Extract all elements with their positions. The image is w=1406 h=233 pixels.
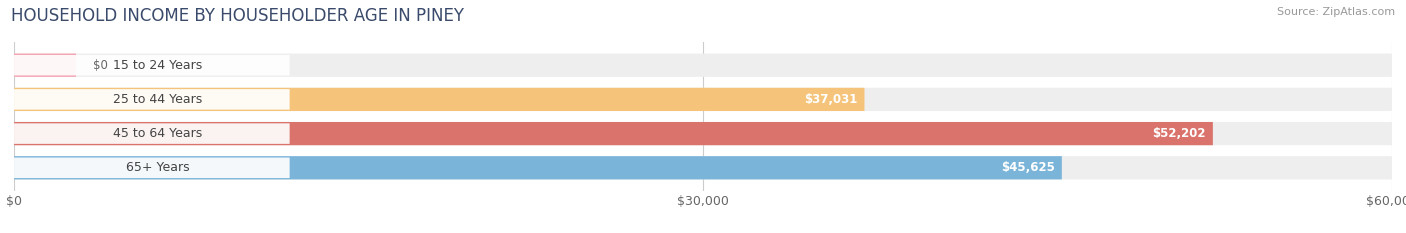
- FancyBboxPatch shape: [14, 156, 1062, 179]
- Text: $45,625: $45,625: [1001, 161, 1054, 174]
- Text: $37,031: $37,031: [804, 93, 858, 106]
- FancyBboxPatch shape: [14, 54, 76, 77]
- Text: 45 to 64 Years: 45 to 64 Years: [112, 127, 202, 140]
- FancyBboxPatch shape: [14, 88, 865, 111]
- FancyBboxPatch shape: [14, 55, 290, 75]
- FancyBboxPatch shape: [14, 88, 1392, 111]
- FancyBboxPatch shape: [14, 122, 1392, 145]
- FancyBboxPatch shape: [14, 156, 1392, 179]
- Text: Source: ZipAtlas.com: Source: ZipAtlas.com: [1277, 7, 1395, 17]
- Text: 15 to 24 Years: 15 to 24 Years: [112, 59, 202, 72]
- FancyBboxPatch shape: [14, 89, 290, 110]
- Text: 25 to 44 Years: 25 to 44 Years: [112, 93, 202, 106]
- FancyBboxPatch shape: [14, 123, 290, 144]
- FancyBboxPatch shape: [14, 54, 1392, 77]
- Text: HOUSEHOLD INCOME BY HOUSEHOLDER AGE IN PINEY: HOUSEHOLD INCOME BY HOUSEHOLDER AGE IN P…: [11, 7, 464, 25]
- FancyBboxPatch shape: [14, 158, 290, 178]
- Text: 65+ Years: 65+ Years: [125, 161, 190, 174]
- FancyBboxPatch shape: [14, 122, 1213, 145]
- Text: $0: $0: [93, 59, 107, 72]
- Text: $52,202: $52,202: [1153, 127, 1206, 140]
